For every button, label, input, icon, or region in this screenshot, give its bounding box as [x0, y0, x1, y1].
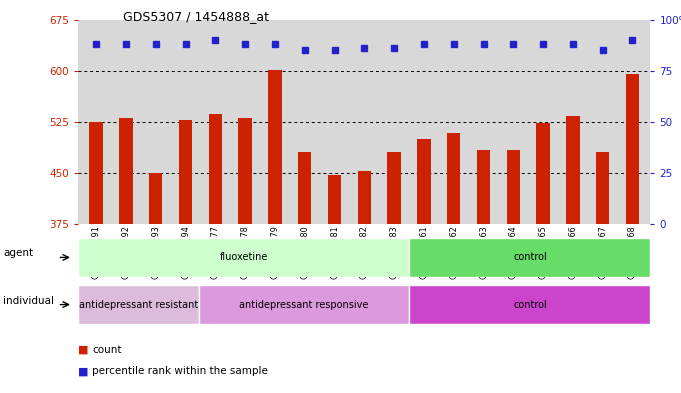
Bar: [78, 238, 409, 277]
Bar: [298, 152, 311, 224]
Bar: [149, 173, 163, 224]
Text: percentile rank within the sample: percentile rank within the sample: [92, 366, 268, 376]
Bar: [387, 152, 401, 224]
Bar: [596, 152, 609, 224]
Text: individual: individual: [3, 296, 54, 306]
Bar: [328, 175, 341, 224]
Text: antidepressant responsive: antidepressant responsive: [240, 299, 369, 310]
Bar: [78, 285, 199, 324]
Bar: [566, 116, 580, 224]
Text: antidepressant resistant: antidepressant resistant: [79, 299, 198, 310]
Text: control: control: [513, 299, 547, 310]
Bar: [507, 151, 520, 224]
Bar: [199, 285, 409, 324]
Bar: [89, 122, 103, 224]
Bar: [119, 118, 133, 224]
Bar: [409, 285, 650, 324]
Bar: [409, 238, 650, 277]
Bar: [537, 123, 550, 224]
Text: ■: ■: [78, 366, 89, 376]
Bar: [179, 121, 192, 224]
Text: count: count: [92, 345, 121, 355]
Bar: [358, 171, 371, 224]
Bar: [626, 74, 639, 224]
Bar: [208, 114, 222, 224]
Bar: [477, 151, 490, 224]
Bar: [238, 118, 252, 224]
Text: control: control: [513, 252, 547, 263]
Text: ■: ■: [78, 345, 89, 355]
Text: agent: agent: [3, 248, 33, 259]
Text: GDS5307 / 1454888_at: GDS5307 / 1454888_at: [123, 10, 268, 23]
Text: fluoxetine: fluoxetine: [220, 252, 268, 263]
Bar: [268, 70, 282, 224]
Bar: [447, 133, 460, 224]
Bar: [417, 139, 430, 224]
